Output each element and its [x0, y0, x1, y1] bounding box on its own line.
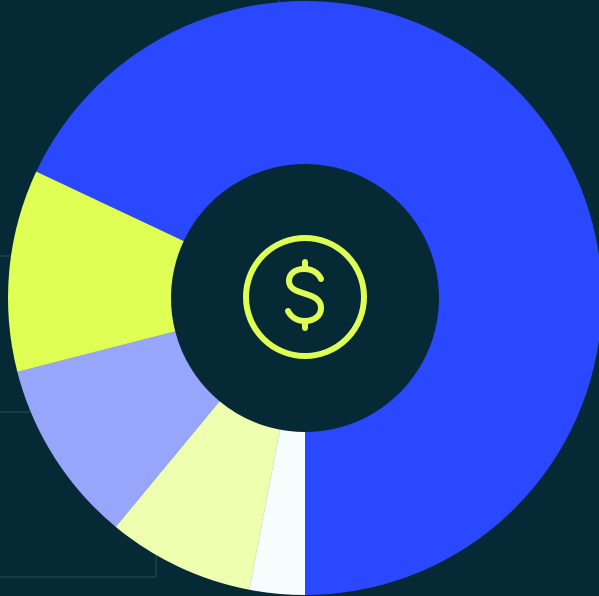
dollar-icon	[243, 235, 367, 359]
icon-ring	[243, 235, 367, 359]
donut-slice	[115, 401, 280, 590]
icon-s	[285, 266, 324, 324]
donut-slice	[249, 429, 305, 595]
donut-slice	[17, 331, 220, 527]
donut	[8, 1, 599, 595]
donut-slice	[8, 171, 184, 372]
donut-slice	[36, 1, 599, 595]
